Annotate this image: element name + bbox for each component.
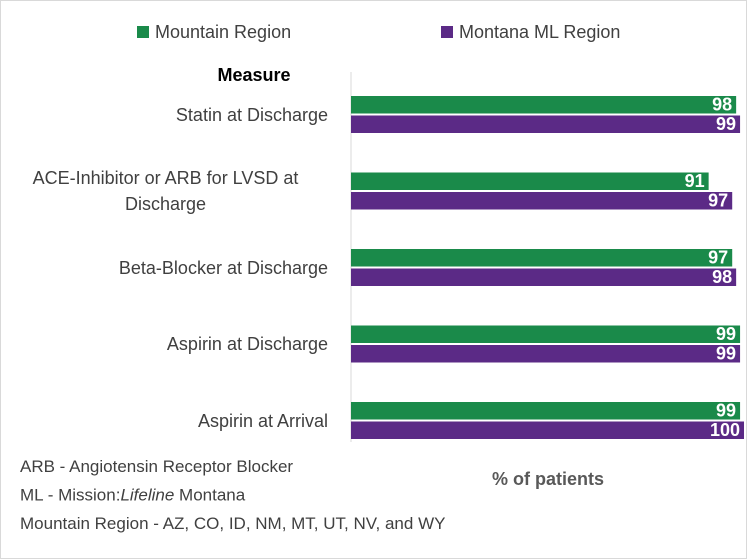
footnote-part: ARB - Angiotensin Receptor Blocker [20, 457, 293, 476]
bar-value-label: 97 [708, 191, 728, 211]
bar-value-label: 100 [710, 420, 740, 440]
bar [351, 402, 741, 420]
footnote: ML - Mission:Lifeline Montana [20, 486, 246, 505]
bar [351, 192, 733, 210]
bar [351, 96, 737, 114]
bar [351, 345, 741, 363]
bar-value-label: 99 [716, 114, 736, 134]
bar [351, 325, 741, 343]
bar-value-label: 98 [712, 95, 732, 115]
y-tick-label: Beta-Blocker at Discharge [118, 257, 328, 278]
y-tick-label: Aspirin at Arrival [197, 410, 328, 431]
bar-value-label: 97 [708, 248, 728, 268]
bar-value-label: 91 [685, 171, 705, 191]
bar [351, 249, 733, 267]
y-tick-label: Statin at Discharge [175, 104, 328, 125]
legend-swatch [137, 26, 149, 38]
footnote: Mountain Region - AZ, CO, ID, NM, MT, UT… [20, 514, 445, 533]
legend-label: Mountain Region [155, 22, 291, 42]
bar-value-label: 98 [712, 267, 732, 287]
footnote-part: Montana [174, 486, 245, 505]
bar [351, 115, 741, 133]
legend-label: Montana ML Region [459, 22, 620, 42]
bar-value-label: 99 [716, 344, 736, 364]
bar [351, 268, 737, 286]
y-tick-label: Aspirin at Discharge [166, 334, 328, 354]
y-axis-title: Measure [217, 65, 290, 85]
x-axis-title: % of patients [492, 469, 604, 489]
footnote-part: Mountain Region - AZ, CO, ID, NM, MT, UT… [20, 514, 445, 533]
footnote-part: ML - Mission: [20, 486, 120, 505]
legend-swatch [441, 26, 453, 38]
footnote-part: Lifeline [120, 486, 174, 505]
bar [351, 421, 744, 439]
bar-value-label: 99 [716, 324, 736, 344]
bar [351, 172, 709, 190]
footnote: ARB - Angiotensin Receptor Blocker [20, 457, 293, 476]
y-tick-label: ACE-Inhibitor or ARB for LVSD at Dischar… [32, 168, 299, 214]
bar-value-label: 99 [716, 401, 736, 421]
